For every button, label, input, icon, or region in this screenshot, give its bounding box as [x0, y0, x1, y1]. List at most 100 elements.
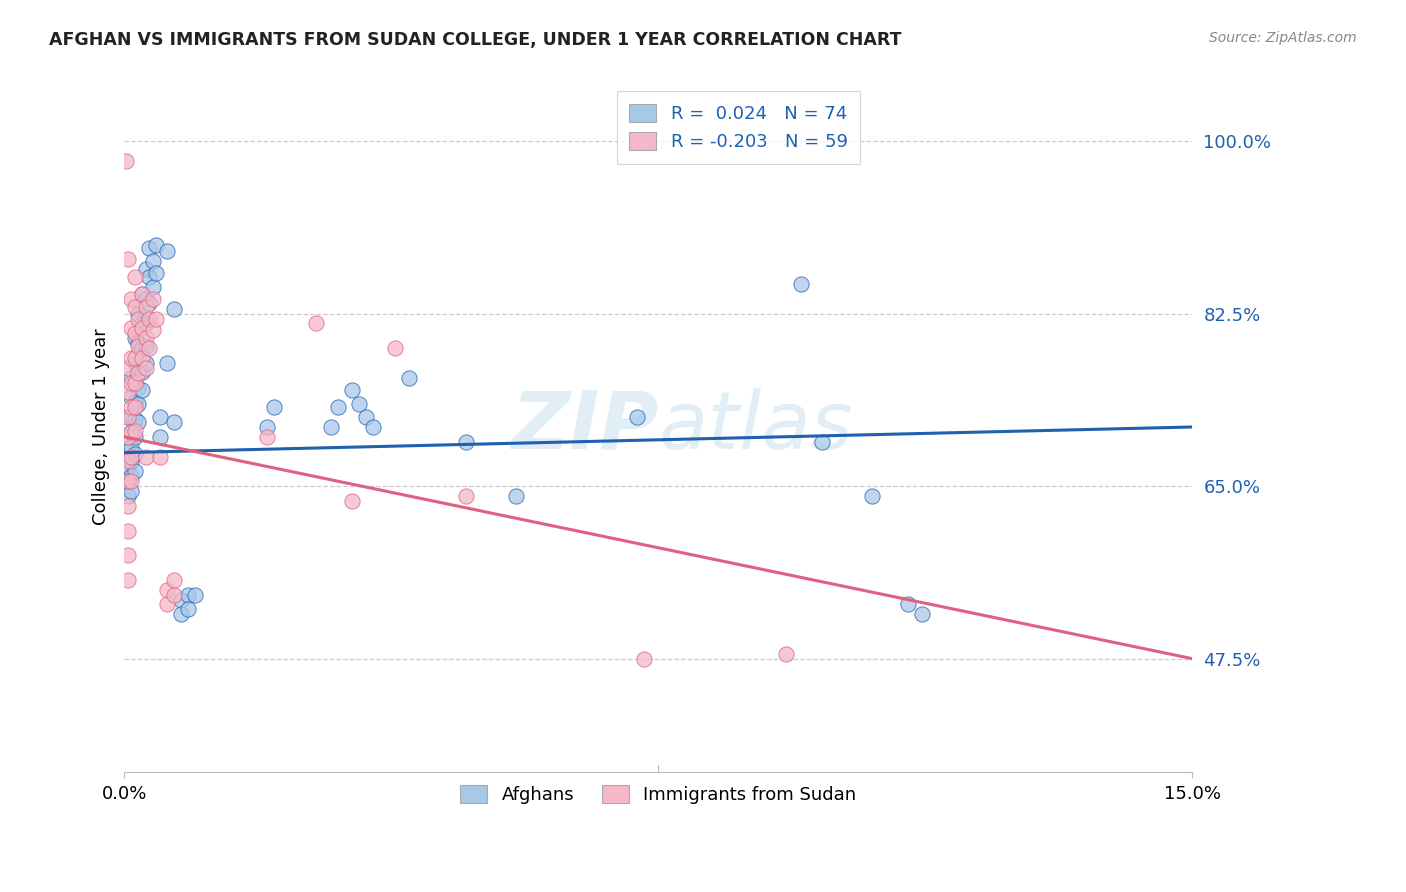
Text: Source: ZipAtlas.com: Source: ZipAtlas.com [1209, 31, 1357, 45]
Point [149, 450, 172, 464]
Point [120, 425, 142, 439]
Point [156, 582, 179, 597]
Point [256, 430, 278, 444]
Point [127, 380, 149, 394]
Point [120, 484, 142, 499]
Point [120, 474, 142, 488]
Point [127, 311, 149, 326]
Point [120, 410, 142, 425]
Point [120, 425, 142, 439]
Point [117, 548, 139, 562]
Point [127, 360, 149, 375]
Point [138, 241, 160, 255]
Text: AFGHAN VS IMMIGRANTS FROM SUDAN COLLEGE, UNDER 1 YEAR CORRELATION CHART: AFGHAN VS IMMIGRANTS FROM SUDAN COLLEGE,… [49, 31, 901, 49]
Point [340, 494, 363, 508]
Point [131, 321, 153, 335]
Point [117, 360, 139, 375]
Point [127, 415, 149, 429]
Point [120, 450, 142, 464]
Point [120, 292, 142, 306]
Point [633, 651, 655, 665]
Point [135, 300, 157, 314]
Point [117, 524, 139, 538]
Point [163, 415, 186, 429]
Point [142, 254, 165, 268]
Y-axis label: College, Under 1 year: College, Under 1 year [93, 328, 110, 525]
Point [384, 341, 406, 355]
Point [131, 351, 153, 365]
Point [120, 440, 142, 454]
Point [131, 317, 153, 331]
Point [149, 430, 172, 444]
Point [363, 420, 385, 434]
Point [135, 262, 157, 277]
Point [124, 356, 146, 370]
Point [135, 360, 157, 375]
Point [356, 410, 378, 425]
Point [138, 270, 160, 285]
Point [124, 412, 146, 426]
Point [145, 311, 167, 326]
Point [811, 434, 834, 449]
Point [305, 317, 328, 331]
Point [184, 588, 207, 602]
Point [117, 573, 139, 587]
Point [775, 647, 797, 661]
Point [256, 420, 278, 434]
Point [135, 317, 157, 331]
Point [131, 341, 153, 355]
Point [117, 444, 139, 458]
Text: atlas: atlas [658, 388, 853, 466]
Point [138, 341, 160, 355]
Point [138, 295, 160, 310]
Point [117, 410, 139, 425]
Point [340, 383, 363, 397]
Point [142, 323, 165, 337]
Point [117, 454, 139, 468]
Point [124, 326, 146, 341]
Point [120, 376, 142, 390]
Point [117, 430, 139, 444]
Point [156, 244, 179, 259]
Point [135, 331, 157, 345]
Point [124, 300, 146, 314]
Point [860, 489, 883, 503]
Point [149, 410, 172, 425]
Point [120, 454, 142, 468]
Point [124, 376, 146, 390]
Point [124, 430, 146, 444]
Point [117, 474, 139, 488]
Point [911, 607, 934, 622]
Point [131, 383, 153, 397]
Point [117, 474, 139, 488]
Point [117, 410, 139, 425]
Point [117, 385, 139, 400]
Point [120, 351, 142, 365]
Point [120, 391, 142, 405]
Point [131, 365, 153, 379]
Text: ZIP: ZIP [510, 388, 658, 466]
Point [124, 270, 146, 285]
Point [163, 588, 186, 602]
Point [505, 489, 527, 503]
Point [156, 598, 179, 612]
Point [896, 598, 918, 612]
Point [142, 292, 165, 306]
Point [120, 370, 142, 384]
Point [319, 420, 342, 434]
Point [127, 339, 149, 353]
Point [117, 499, 139, 513]
Point [454, 434, 477, 449]
Point [156, 356, 179, 370]
Point [177, 602, 200, 616]
Point [170, 607, 193, 622]
Point [117, 489, 139, 503]
Point [135, 339, 157, 353]
Legend: Afghans, Immigrants from Sudan: Afghans, Immigrants from Sudan [450, 773, 868, 814]
Point [135, 450, 157, 464]
Point [177, 588, 200, 602]
Point [135, 292, 157, 306]
Point [398, 370, 420, 384]
Point [626, 410, 648, 425]
Point [127, 336, 149, 351]
